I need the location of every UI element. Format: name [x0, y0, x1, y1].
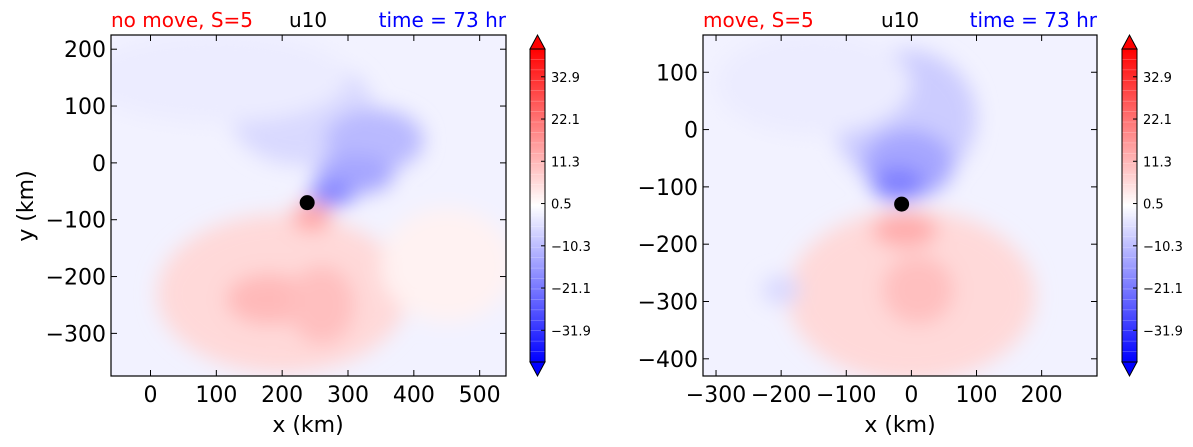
- colorbar-max-extend: [529, 33, 546, 50]
- x-tick-label: 100: [195, 383, 237, 408]
- y-tick-label: −400: [638, 348, 698, 373]
- plot-frame: [110, 34, 507, 377]
- x-tick-label: 100: [956, 383, 998, 408]
- field-blob: [872, 166, 925, 202]
- field-layer: [111, 35, 506, 376]
- field-blob: [380, 208, 506, 322]
- right-panel: move, S=5 u10 time = 73 hr −300 −200 −100 0…: [638, 8, 1183, 438]
- field-blob: [111, 35, 348, 124]
- colorbar-tick-label: −31.9: [1143, 324, 1183, 339]
- x-tick-label: −100: [816, 383, 876, 408]
- x-tick-label: 0: [904, 383, 918, 408]
- x-tick-label: 500: [459, 383, 501, 408]
- right-title-case: move, S=5: [703, 8, 814, 32]
- field-blob: [761, 275, 801, 305]
- left-title-time: time = 73 hr: [379, 8, 507, 32]
- colorbar-max-extend: [1121, 33, 1138, 50]
- colorbar-tick-label: 11.3: [1143, 155, 1172, 170]
- x-tick-label: −300: [686, 383, 746, 408]
- x-tick-label: −200: [751, 383, 811, 408]
- y-tick-label: −100: [46, 209, 106, 234]
- storm-center-marker: [894, 196, 910, 212]
- colorbar-tick-label: 32.9: [1143, 71, 1172, 86]
- right-title-time: time = 73 hr: [970, 8, 1098, 32]
- colorbar-gradient: [530, 49, 545, 362]
- y-tick-label: −200: [638, 233, 698, 258]
- left-x-axis-label: x (km): [272, 413, 343, 438]
- x-tick-label: 200: [261, 383, 303, 408]
- y-tick-label: 0: [684, 119, 698, 144]
- left-title-case: no move, S=5: [111, 8, 253, 32]
- y-tick-label: −300: [46, 322, 106, 347]
- colorbar-min-extend: [529, 361, 546, 378]
- x-tick-label: 0: [144, 383, 158, 408]
- y-tick-label: −200: [46, 266, 106, 291]
- field-blob: [292, 202, 332, 232]
- right-colorbar: 32.9 22.1 11.3 0.5 −10.3 −21.1 −31.9: [1121, 33, 1183, 378]
- storm-center-marker: [299, 195, 315, 211]
- x-tick-label: 300: [327, 383, 369, 408]
- colorbar-tick-label: −10.3: [1143, 240, 1183, 255]
- left-colorbar: 32.9 22.1 11.3 0.5 −10.3 −21.1 −31.9: [529, 33, 591, 378]
- colorbar-tick-label: −31.9: [551, 324, 591, 339]
- left-title-variable: u10: [289, 8, 327, 32]
- y-tick-label: 0: [92, 152, 106, 177]
- right-title-variable: u10: [881, 8, 919, 32]
- field-blob: [308, 182, 355, 206]
- y-tick-label: 200: [64, 38, 106, 63]
- y-tick-label: −100: [638, 176, 698, 201]
- colorbar-gradient: [1122, 49, 1137, 362]
- right-x-axis-label: x (km): [864, 413, 935, 438]
- left-plot-area: 0 100 200 300 400 500 200 100 0 −100 −200 −300: [46, 34, 507, 408]
- colorbar-frame: [1121, 48, 1138, 363]
- y-tick-label: 100: [656, 61, 698, 86]
- colorbar-frame: [529, 48, 546, 363]
- colorbar-tick-label: −10.3: [551, 240, 591, 255]
- colorbar-tick-label: 0.5: [1143, 198, 1164, 213]
- colorbar-tick-label: 32.9: [551, 71, 580, 86]
- y-tick-label: −300: [638, 290, 698, 315]
- field-blob: [872, 212, 938, 248]
- colorbar-tick-label: 0.5: [551, 198, 572, 213]
- colorbar-tick-label: 11.3: [551, 155, 580, 170]
- left-y-axis-label: y (km): [14, 170, 39, 241]
- colorbar-tick-label: 22.1: [551, 113, 580, 128]
- y-tick-label: 100: [64, 95, 106, 120]
- field-blob: [716, 35, 912, 136]
- plot-frame: [702, 34, 1098, 377]
- colorbar-tick-label: −21.1: [551, 282, 591, 297]
- x-tick-label: 400: [393, 383, 435, 408]
- x-tick-label: 200: [1021, 383, 1063, 408]
- field-layer: [703, 35, 1097, 376]
- colorbar-tick-label: 22.1: [1143, 113, 1172, 128]
- colorbar-tick-label: −21.1: [1143, 282, 1183, 297]
- left-panel: no move, S=5 u10 time = 73 hr 0 100 200 300…: [14, 8, 591, 438]
- field-blob: [288, 265, 355, 345]
- colorbar-min-extend: [1121, 361, 1138, 378]
- field-blob: [882, 255, 954, 325]
